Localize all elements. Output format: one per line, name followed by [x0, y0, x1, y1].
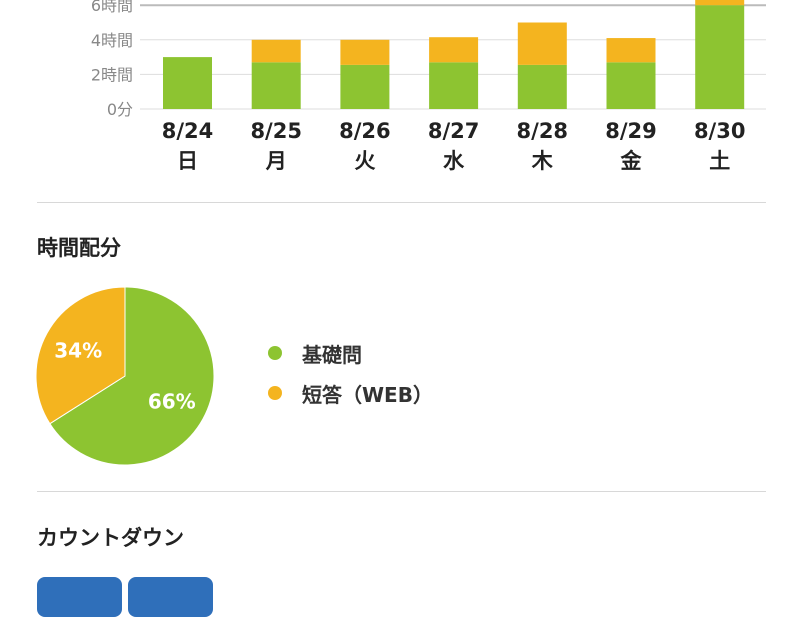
- pie-slice: [35, 286, 126, 425]
- pie-chart: 66% 34%: [35, 286, 215, 466]
- pie-legend: 基礎問 短答（WEB）: [268, 333, 433, 413]
- legend-item: 基礎問: [268, 333, 433, 373]
- pie-label: 66%: [148, 390, 196, 414]
- countdown-section-title: カウントダウン: [37, 526, 184, 550]
- bar-segment: [695, 0, 745, 6]
- y-tick-label: 2時間: [91, 65, 133, 84]
- legend-dot-green: [268, 346, 282, 360]
- x-tick-weekday: 土: [709, 149, 730, 173]
- bar-segment: [163, 57, 212, 109]
- x-tick-label: 8/29: [605, 119, 657, 143]
- bar-segment: [251, 39, 301, 63]
- legend-dot-orange: [268, 386, 282, 400]
- legend-label: 短答（WEB）: [302, 382, 433, 407]
- legend-item: 短答（WEB）: [268, 373, 433, 413]
- x-tick-label: 8/24: [162, 119, 214, 143]
- bar-segment: [517, 64, 567, 109]
- y-tick-label: 6時間: [91, 0, 133, 15]
- x-tick-label: 8/26: [339, 119, 391, 143]
- bar-segment: [606, 38, 656, 63]
- x-tick-label: 8/30: [694, 119, 746, 143]
- x-tick-weekday: 木: [531, 149, 554, 173]
- bar-segment: [429, 62, 479, 109]
- stacked-bar-chart: 0分 2時間 4時間 6時間 8/24 日 8/25 月 8/26 火 8/27 水 8/28 木 8/29…: [91, 0, 766, 173]
- x-tick-weekday: 水: [443, 149, 465, 173]
- pie-label: 34%: [54, 338, 102, 362]
- y-tick-label: 0分: [107, 100, 133, 119]
- pie-slice: [49, 286, 215, 466]
- x-tick-weekday: 火: [354, 149, 375, 173]
- divider: [37, 491, 766, 492]
- legend-label: 基礎問: [302, 342, 362, 367]
- countdown-box[interactable]: [128, 577, 213, 617]
- bar-segment: [606, 62, 656, 109]
- bar-segment: [517, 22, 567, 65]
- bar-segment: [251, 62, 301, 109]
- pie-section-title: 時間配分: [37, 236, 121, 260]
- y-tick-label: 4時間: [91, 31, 133, 50]
- x-tick-label: 8/25: [250, 119, 302, 143]
- bar-segment: [429, 37, 479, 63]
- bar-segment: [695, 5, 745, 110]
- x-tick-weekday: 月: [265, 149, 287, 173]
- bar-segment: [340, 39, 390, 65]
- x-tick-weekday: 金: [620, 149, 643, 173]
- x-tick-label: 8/27: [428, 119, 480, 143]
- divider: [37, 202, 766, 203]
- countdown-box[interactable]: [37, 577, 122, 617]
- x-tick-label: 8/28: [517, 119, 569, 143]
- bar-segment: [340, 64, 390, 109]
- x-tick-weekday: 日: [177, 149, 198, 173]
